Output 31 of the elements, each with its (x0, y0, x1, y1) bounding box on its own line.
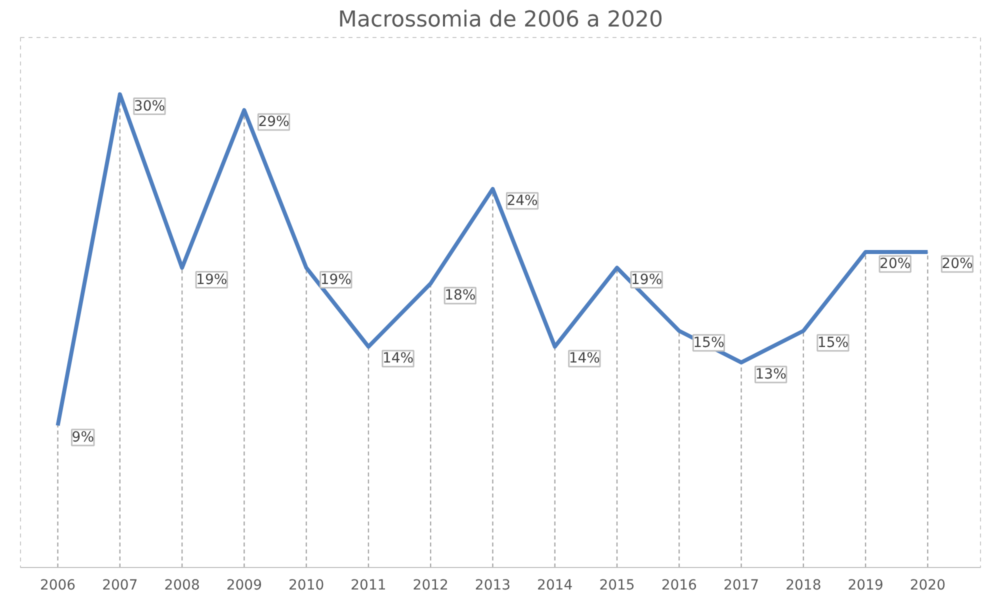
x-tick-label: 2019 (848, 578, 884, 594)
data-label: 19% (196, 272, 228, 288)
x-tick-label: 2015 (599, 578, 635, 594)
x-tick-label: 2008 (164, 578, 200, 594)
data-label: 13% (755, 366, 786, 382)
x-tick-label: 2012 (412, 578, 448, 594)
x-tick-label: 2016 (661, 578, 698, 594)
data-label: 15% (693, 334, 724, 351)
x-tick-label: 2018 (786, 578, 822, 594)
x-tick-label: 2006 (40, 578, 76, 594)
x-tick-label: 2010 (288, 578, 324, 594)
x-tick-label: 2020 (910, 578, 946, 594)
data-label: 29% (258, 114, 290, 130)
data-label: 19% (320, 272, 352, 288)
x-tick-label: 2009 (226, 578, 262, 594)
data-label: 20% (942, 256, 973, 272)
data-label: 14% (568, 350, 600, 367)
x-tick-label: 2007 (102, 578, 138, 594)
data-label: 19% (631, 272, 662, 288)
data-label: 18% (444, 288, 476, 304)
data-label: 20% (880, 256, 911, 272)
x-tick-label: 2011 (350, 578, 386, 594)
data-label: 30% (134, 98, 166, 114)
data-label: 14% (382, 350, 414, 367)
chart-title: Macrossomia de 2006 a 2020 (338, 8, 663, 32)
data-label: 15% (817, 334, 849, 351)
x-tick-label: 2013 (474, 578, 511, 594)
x-tick-label: 2017 (723, 578, 760, 594)
x-tick-label: 2014 (537, 578, 573, 594)
data-label: 9% (72, 430, 94, 446)
data-label: 24% (506, 192, 538, 209)
